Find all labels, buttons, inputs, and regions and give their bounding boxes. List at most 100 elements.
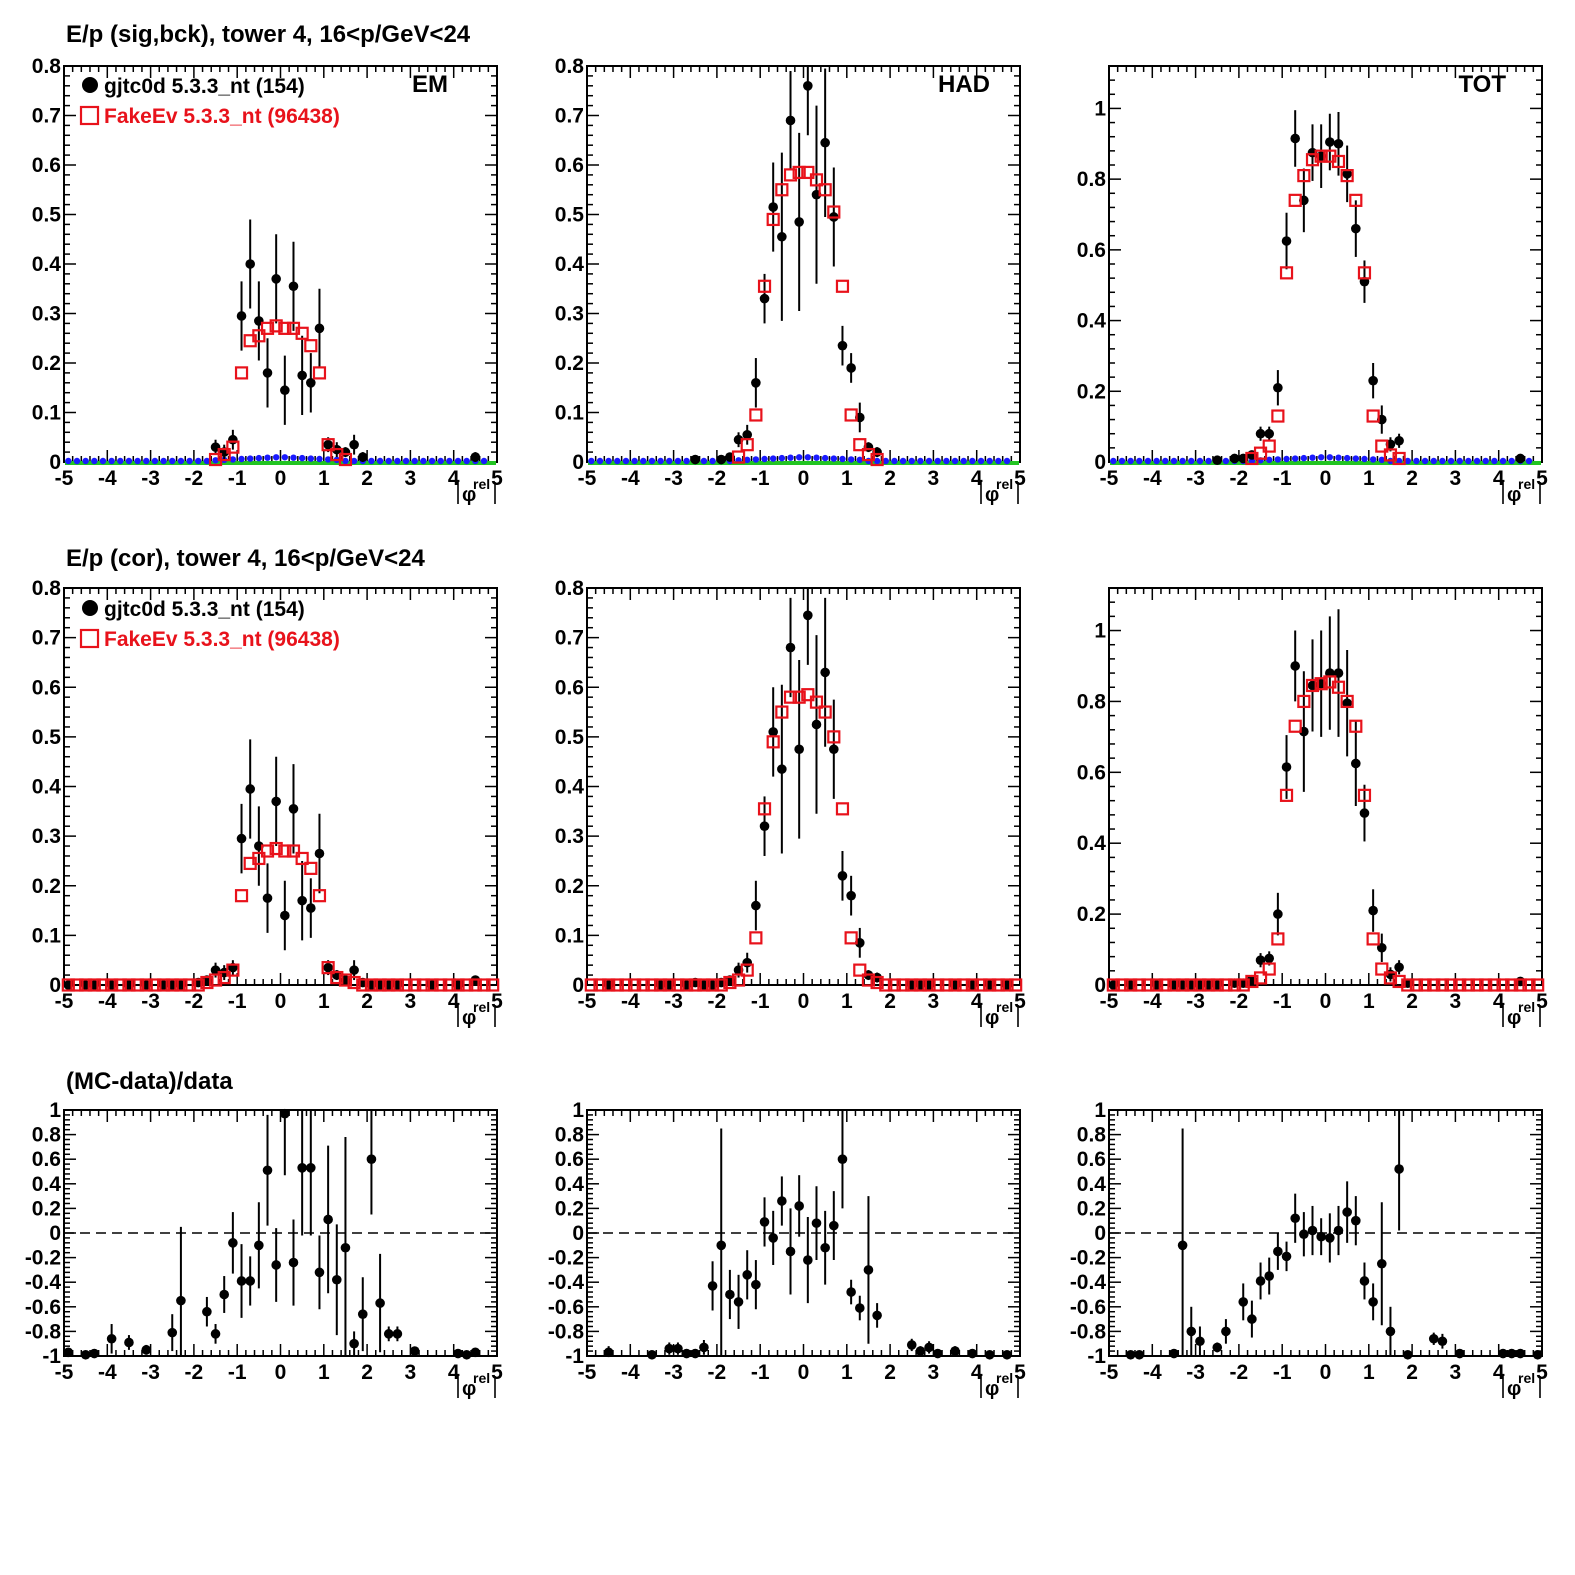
plots-group: -5 -4 -3 -2 -1 0 1 2 3 4 5 0 0.1 0.2 0.3 0.4 0.5 0.6 0.7 0.… (25, 55, 1548, 1400)
data-point (236, 833, 247, 844)
mc-point (295, 326, 309, 340)
bkg-blue-point (1404, 457, 1411, 465)
y-tick-label: 0.8 (555, 1124, 585, 1147)
mc-point (853, 438, 867, 452)
bkg-blue-point (1196, 457, 1204, 465)
x-tick-label: 0 (275, 467, 287, 490)
x-tick-label: 3 (1450, 1361, 1462, 1384)
data-point (811, 1218, 822, 1228)
bkg-blue-point (1352, 455, 1360, 462)
data-point (854, 1303, 865, 1313)
x-tick-label: -1 (751, 990, 770, 1013)
legend-row2: gjtc0d 5.3.3_nt (154) FakeEv 5.3.3_nt (9… (79, 598, 340, 651)
data-point (1273, 1246, 1283, 1257)
data-point (375, 1298, 385, 1308)
x-tick-label: -1 (1273, 1361, 1292, 1384)
bkg-blue-point (640, 457, 647, 465)
mc-point (87, 978, 101, 992)
axis-label-rel: rel (996, 476, 1013, 492)
mc-point (731, 973, 746, 987)
data-point (1290, 133, 1300, 144)
bkg-blue-point (350, 457, 358, 465)
data-point (820, 137, 830, 148)
data-point (349, 1338, 359, 1349)
mc-point (1453, 978, 1467, 992)
mc-point (1522, 978, 1536, 992)
y-tick-label: 0.8 (555, 577, 585, 600)
mc-point (740, 963, 754, 977)
series-data (1108, 609, 1526, 990)
y-tick-label: 0.6 (32, 154, 61, 177)
data-point (288, 281, 299, 292)
plot-frame (586, 65, 1021, 463)
mc-point (1288, 719, 1302, 733)
data-point (297, 895, 307, 906)
x-tick-label: 1 (1363, 467, 1375, 490)
data-point (167, 1327, 178, 1338)
x-tick-label: 1 (318, 467, 330, 490)
axis-label-phi: φ (462, 484, 476, 506)
mc-point (156, 978, 171, 992)
mc-point (636, 978, 650, 992)
mc-point (775, 705, 789, 719)
x-tick-label: 4 (1493, 1361, 1505, 1384)
data-point (768, 727, 778, 737)
mc-point (922, 978, 936, 992)
x-tick-label: 3 (1450, 467, 1462, 490)
series-data (603, 1110, 1012, 1360)
x-tick-label: 1 (841, 1361, 853, 1384)
y-tick-label: 0.8 (1077, 1124, 1107, 1147)
y-tick-label: 0 (1094, 974, 1106, 997)
mc-point (957, 978, 971, 992)
x-tick-label: -5 (55, 990, 74, 1013)
bkg-blue-point (246, 455, 254, 462)
bkg-blue-point (1439, 457, 1446, 465)
mc-point (217, 447, 231, 462)
bkg-blue-point (134, 457, 141, 465)
mc-point (654, 978, 668, 992)
bkg-blue-point (1003, 457, 1011, 465)
mc-point (844, 408, 858, 422)
mc-point (226, 963, 240, 977)
mc-point (853, 963, 867, 977)
bkg-blue-point (281, 454, 289, 461)
mc-point (122, 978, 136, 992)
y-tick-label: 0 (49, 974, 61, 997)
bkg-blue-point (1274, 456, 1282, 463)
bkg-blue-point (1369, 456, 1377, 463)
x-tick-label: 1 (841, 467, 853, 490)
bkg-blue-point (420, 457, 427, 465)
data-point (915, 1346, 926, 1356)
data-point (725, 1289, 735, 1300)
y-tick-label: -0.2 (1070, 1247, 1106, 1270)
y-tick-label: 0.4 (32, 776, 62, 799)
bkg-blue-point (891, 457, 898, 465)
bkg-blue-point (1188, 457, 1195, 465)
x-tick-label: 0 (798, 1361, 810, 1384)
mc-point (278, 321, 292, 335)
mc-point (1305, 678, 1320, 693)
y-tick-label: 0.1 (555, 924, 585, 947)
data-point (1342, 1207, 1352, 1217)
y-tick-label: 0.7 (32, 105, 61, 128)
data-point (280, 1108, 290, 1119)
y-tick-label: 0.1 (555, 402, 585, 425)
data-point (820, 667, 830, 678)
data-point (323, 439, 333, 450)
x-tick-label: 5 (1014, 990, 1026, 1013)
x-tick-label: -2 (1230, 1361, 1249, 1384)
y-tick-label: -0.4 (548, 1271, 585, 1294)
mc-point (1227, 978, 1242, 992)
data-point (803, 610, 813, 621)
series-mc (584, 688, 1023, 992)
bkg-blue-point (1473, 457, 1481, 465)
bkg-blue-point (1499, 457, 1507, 465)
x-tick-label: 2 (361, 1361, 373, 1384)
bkg-blue-point (1413, 457, 1420, 465)
x-tick-label: -3 (141, 990, 160, 1013)
data-point (1290, 1213, 1300, 1224)
y-tick-label: 1 (49, 1099, 61, 1122)
axis-label-rel: rel (1518, 999, 1535, 1015)
legend-mc-marker (79, 105, 100, 126)
